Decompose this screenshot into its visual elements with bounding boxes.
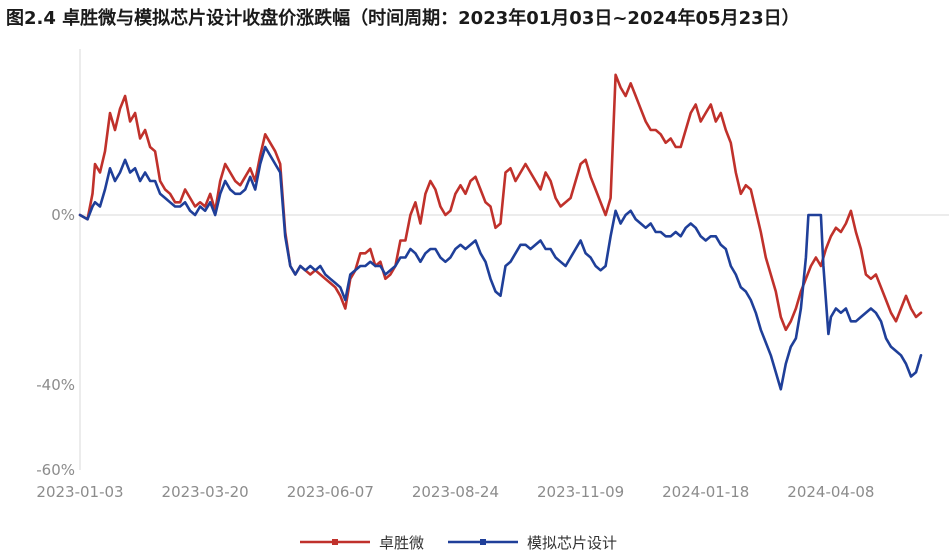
x-tick-label: 2024-01-18	[662, 483, 749, 501]
legend-item-1[interactable]: 模拟芯片设计	[448, 534, 617, 552]
y-tick-label: -40%	[36, 376, 75, 394]
x-tick-label: 2023-01-03	[36, 483, 123, 501]
y-tick-label: 0%	[51, 206, 75, 224]
series-line-0	[78, 73, 923, 332]
y-tick-labels: 0% -40% -60%	[36, 206, 75, 479]
legend[interactable]: 卓胜微 模拟芯片设计	[300, 534, 617, 552]
x-tick-label: 2023-11-09	[537, 483, 624, 501]
y-tick-label: -60%	[36, 461, 75, 479]
legend-swatch-marker	[480, 539, 486, 545]
legend-item-0[interactable]: 卓胜微	[300, 534, 424, 552]
series-lines	[78, 73, 923, 391]
legend-swatch-marker	[332, 539, 338, 545]
legend-label: 模拟芯片设计	[527, 534, 617, 552]
x-tick-label: 2023-08-24	[412, 483, 499, 501]
axes	[79, 49, 949, 470]
chart-title: 图2.4 卓胜微与模拟芯片设计收盘价涨跌幅（时间周期：2023年01月03日~2…	[6, 8, 800, 29]
legend-label: 卓胜微	[379, 534, 424, 552]
x-tick-label: 2023-03-20	[162, 483, 249, 501]
x-tick-label: 2024-04-08	[787, 483, 874, 501]
series-line-1	[78, 145, 923, 391]
x-tick-labels: 2023-01-03 2023-03-20 2023-06-07 2023-08-24…	[36, 483, 874, 501]
x-tick-label: 2023-06-07	[287, 483, 374, 501]
